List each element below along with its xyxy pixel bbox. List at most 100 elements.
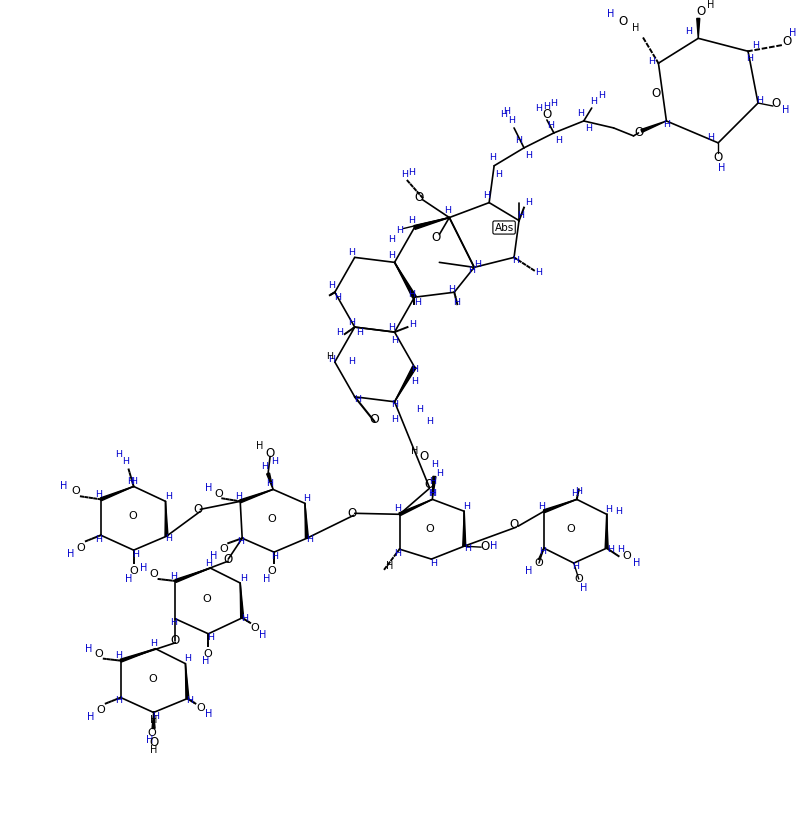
Text: O: O <box>481 540 490 552</box>
Text: O: O <box>171 635 180 647</box>
Text: H: H <box>150 640 157 649</box>
Text: O: O <box>509 518 519 531</box>
Text: H: H <box>356 328 363 336</box>
Text: H: H <box>444 206 451 215</box>
Text: O: O <box>575 574 583 584</box>
Text: O: O <box>618 15 627 28</box>
Text: O: O <box>369 413 380 426</box>
Text: H: H <box>115 696 123 705</box>
Text: H: H <box>548 122 554 131</box>
Text: H: H <box>615 507 622 516</box>
Text: O: O <box>419 450 429 463</box>
Text: H: H <box>468 266 474 275</box>
Text: H: H <box>411 366 418 374</box>
Text: H: H <box>525 151 533 160</box>
Text: H: H <box>707 133 714 142</box>
Text: O: O <box>193 503 203 516</box>
Text: H: H <box>409 320 416 329</box>
Polygon shape <box>100 487 134 501</box>
Text: H: H <box>663 121 670 129</box>
Text: O: O <box>203 649 212 658</box>
Text: H: H <box>428 489 435 498</box>
Text: H: H <box>115 651 123 660</box>
Text: H: H <box>431 460 438 469</box>
Text: H: H <box>394 504 401 513</box>
Text: H: H <box>140 563 147 573</box>
Text: H: H <box>391 335 398 344</box>
Text: H: H <box>262 462 268 471</box>
Polygon shape <box>605 515 608 548</box>
Text: H: H <box>617 545 624 554</box>
Text: H: H <box>259 630 267 640</box>
Text: H: H <box>205 483 212 493</box>
Text: H: H <box>131 477 137 486</box>
Text: H: H <box>517 211 525 220</box>
Text: H: H <box>598 90 605 99</box>
Polygon shape <box>544 499 577 513</box>
Text: H: H <box>354 395 361 404</box>
Text: H: H <box>96 534 103 543</box>
Text: H: H <box>394 548 401 557</box>
Text: H: H <box>256 441 263 450</box>
Text: H: H <box>388 251 395 260</box>
Text: H: H <box>348 317 355 326</box>
Text: H: H <box>184 654 191 663</box>
Text: H: H <box>411 446 418 455</box>
Text: H: H <box>334 293 341 302</box>
Text: H: H <box>516 136 522 145</box>
Text: H: H <box>429 477 436 486</box>
Text: O: O <box>196 704 205 713</box>
Polygon shape <box>395 262 416 298</box>
Text: H: H <box>306 534 314 543</box>
Text: H: H <box>496 170 502 179</box>
Text: O: O <box>129 566 138 576</box>
Text: O: O <box>535 558 544 568</box>
Text: H: H <box>336 328 343 336</box>
Text: O: O <box>149 736 158 749</box>
Text: H: H <box>648 57 655 66</box>
Text: H: H <box>328 281 335 290</box>
Text: H: H <box>391 400 398 409</box>
Text: H: H <box>240 574 247 583</box>
Text: H: H <box>789 28 796 39</box>
Polygon shape <box>185 663 189 699</box>
Text: O: O <box>267 566 276 576</box>
Polygon shape <box>152 713 155 728</box>
Text: H: H <box>150 746 158 755</box>
Polygon shape <box>165 501 168 536</box>
Text: H: H <box>87 713 95 723</box>
Text: H: H <box>132 550 139 559</box>
Text: H: H <box>209 551 217 561</box>
Text: H: H <box>60 482 68 492</box>
Polygon shape <box>240 583 244 618</box>
Text: H: H <box>150 715 158 726</box>
Text: H: H <box>146 736 154 746</box>
Text: O: O <box>696 5 706 18</box>
Text: H: H <box>525 198 533 207</box>
Text: H: H <box>205 709 212 719</box>
Polygon shape <box>414 218 449 229</box>
Text: H: H <box>572 561 579 570</box>
Text: O: O <box>713 151 723 164</box>
Text: O: O <box>567 524 576 534</box>
Text: H: H <box>607 9 615 20</box>
Text: H: H <box>165 492 172 501</box>
Polygon shape <box>432 476 436 499</box>
Text: O: O <box>95 649 103 658</box>
Text: H: H <box>782 105 790 115</box>
Text: H: H <box>236 537 244 546</box>
Text: H: H <box>607 545 615 554</box>
Text: H: H <box>490 541 498 552</box>
Text: H: H <box>580 583 587 593</box>
Text: H: H <box>632 23 639 34</box>
Text: O: O <box>782 35 791 48</box>
Text: H: H <box>348 248 355 257</box>
Text: H: H <box>170 571 177 580</box>
Text: H: H <box>633 558 640 568</box>
Text: Abs: Abs <box>494 223 513 233</box>
Text: H: H <box>235 492 242 501</box>
Polygon shape <box>240 489 273 503</box>
Polygon shape <box>399 499 432 515</box>
Polygon shape <box>305 503 308 538</box>
Text: H: H <box>388 235 395 244</box>
